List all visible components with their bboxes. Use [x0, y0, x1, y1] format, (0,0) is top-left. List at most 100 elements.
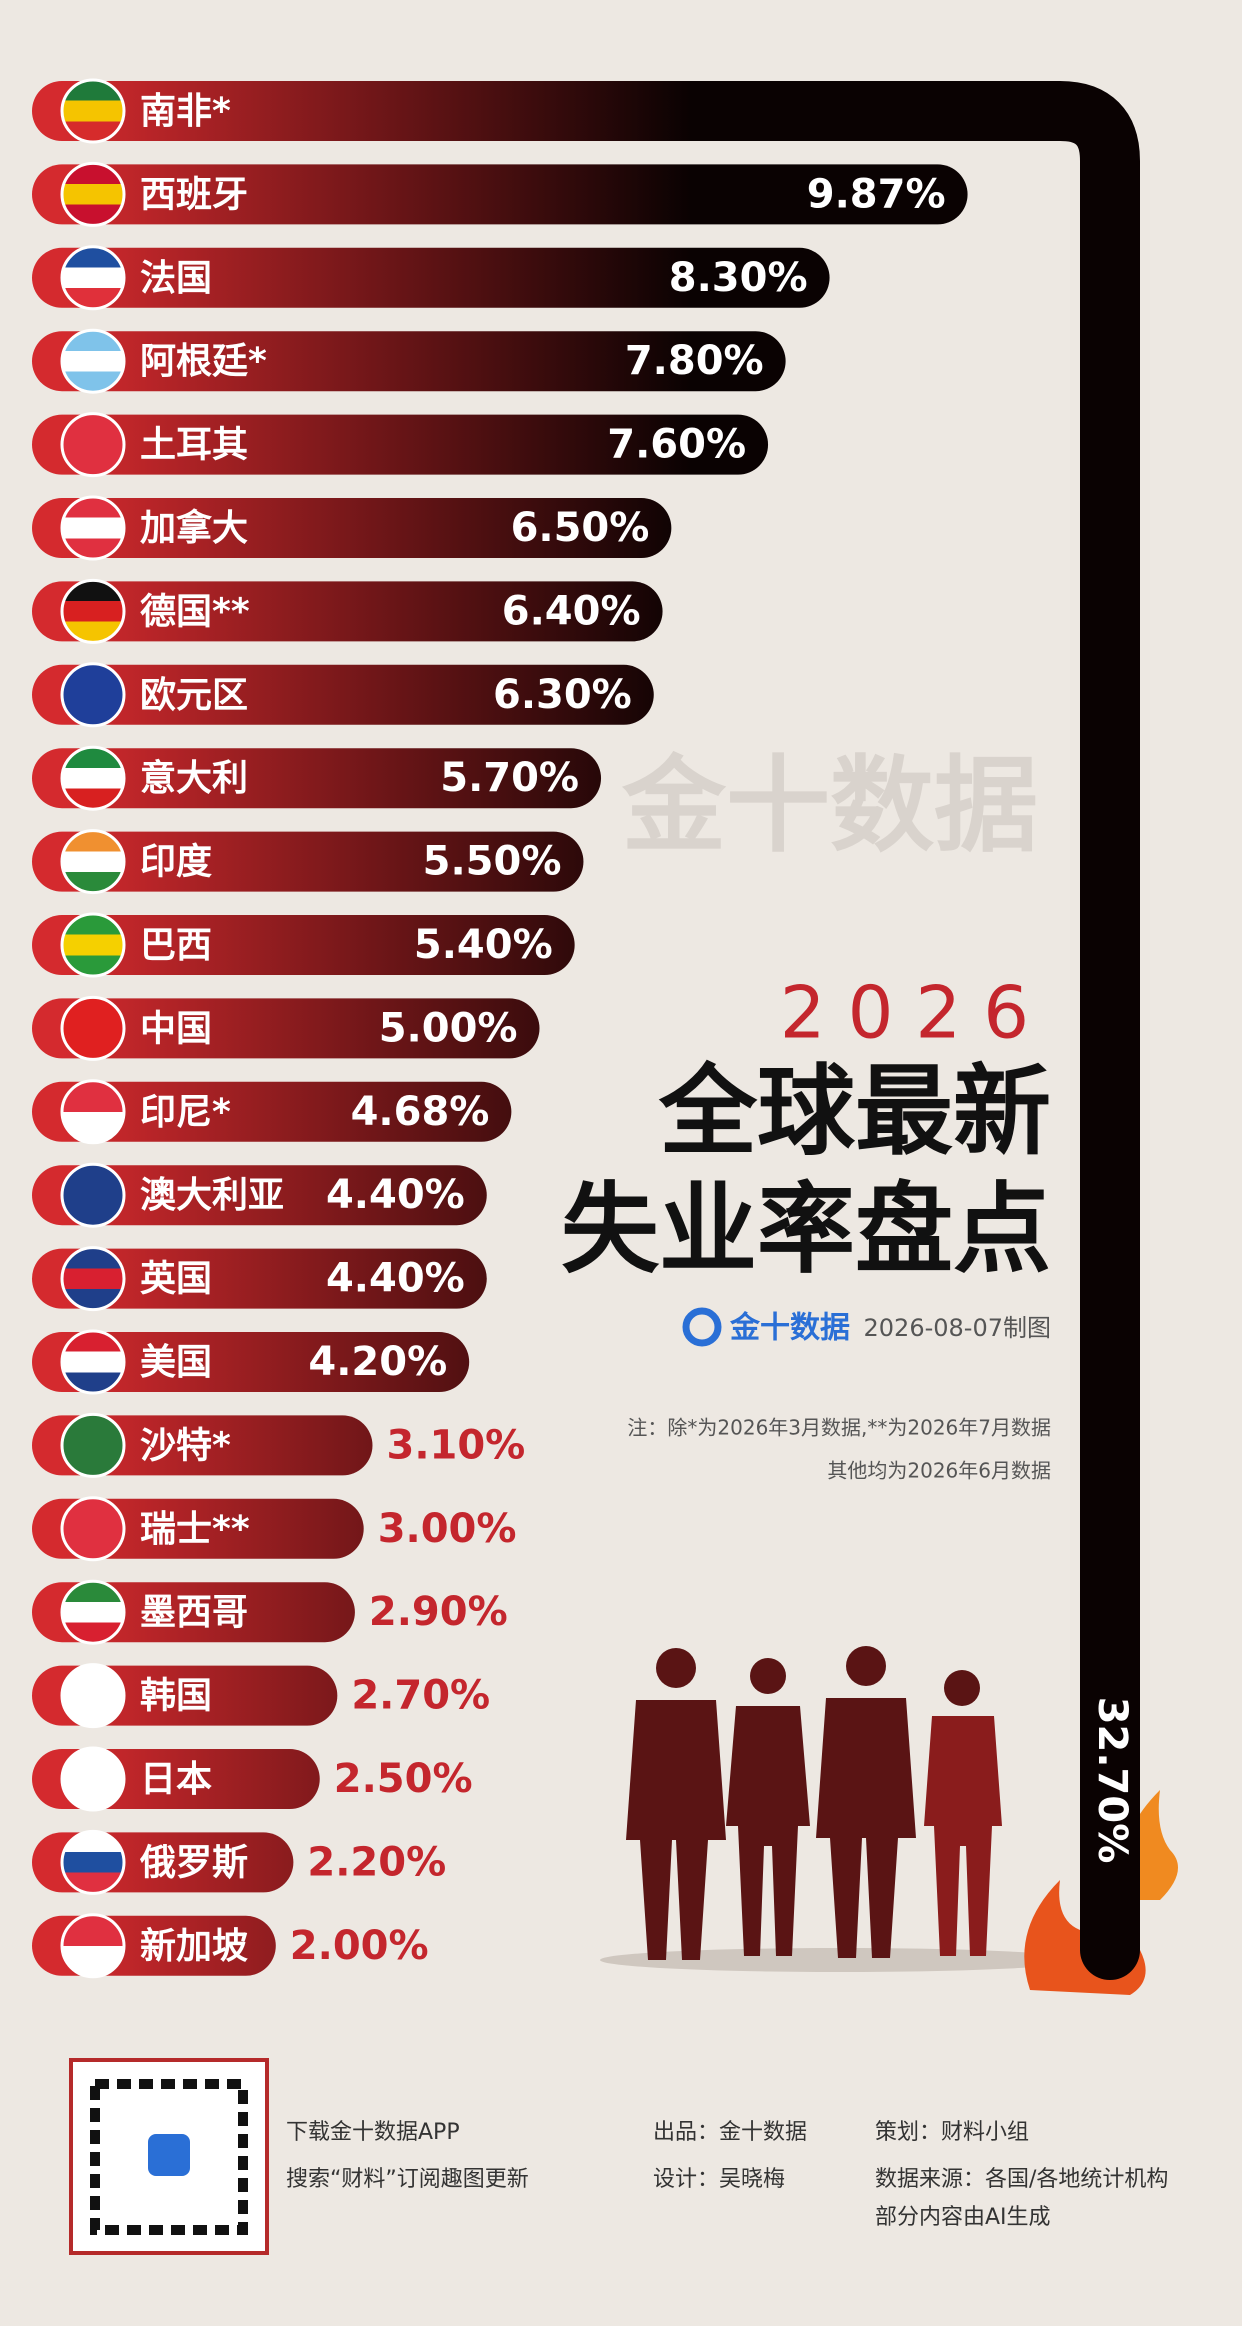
value-label: 6.50%	[511, 505, 650, 551]
flag	[60, 1162, 126, 1228]
bar	[32, 581, 663, 642]
category-label: 中国	[140, 1008, 212, 1049]
value-label: 4.20%	[308, 1339, 447, 1385]
value-label: 2.70%	[351, 1673, 490, 1719]
value-label: 3.10%	[386, 1422, 525, 1468]
bar	[32, 1165, 487, 1226]
note: 注：除*为2026年3月数据,**为2026年7月数据	[627, 1416, 1051, 1440]
value-label: 3.00%	[378, 1506, 517, 1552]
date-note: 2026-08-07制图	[864, 1314, 1051, 1342]
category-label: 印度	[140, 842, 212, 883]
category-label: 巴西	[140, 925, 212, 966]
title-line: 全球最新	[658, 1055, 1051, 1169]
category-label: 英国	[140, 1259, 212, 1300]
footer-text: 部分内容由AI生成	[875, 2205, 1051, 2230]
category-label: 新加坡	[140, 1926, 248, 1967]
flag	[60, 1913, 126, 1979]
value-label: 2.00%	[290, 1923, 429, 1969]
flag	[60, 995, 126, 1061]
flag	[60, 1329, 126, 1395]
bar	[32, 247, 830, 308]
people-illustration	[600, 1646, 1080, 1972]
flag	[60, 328, 126, 394]
value-label: 7.80%	[625, 338, 764, 384]
category-label: 印尼*	[140, 1092, 231, 1133]
flag	[60, 78, 126, 144]
footer-text: 搜索“财料”订阅趣图更新	[286, 2167, 529, 2192]
flag	[60, 745, 126, 811]
bar	[32, 998, 540, 1059]
kicker: 2026	[780, 971, 1051, 1055]
flag	[60, 1579, 126, 1645]
category-label: 法国	[140, 258, 212, 299]
bar	[32, 664, 654, 725]
flag	[60, 662, 126, 728]
brand: 金十数据	[729, 1311, 850, 1346]
value-label: 32.70%	[1089, 1697, 1135, 1864]
flag	[60, 161, 126, 227]
category-label: 土耳其	[140, 425, 248, 466]
value-label: 4.68%	[351, 1089, 490, 1135]
bar	[32, 81, 1140, 1980]
title-line: 失业率盘点	[561, 1173, 1051, 1287]
value-label: 2.90%	[369, 1589, 508, 1635]
bar	[32, 915, 575, 975]
category-label: 意大利	[140, 758, 248, 799]
category-label: 西班牙	[140, 174, 248, 215]
note: 其他均为2026年6月数据	[827, 1459, 1051, 1483]
flag	[60, 829, 126, 895]
flag	[60, 495, 126, 561]
bars: 32.70% 南非* 9.87% 西班牙 8.30% 法国 7.80% 阿根廷* 7.60% 土耳…	[32, 78, 1140, 1980]
category-label: 加拿大	[140, 507, 248, 549]
flag	[60, 1663, 126, 1729]
value-label: 2.20%	[307, 1839, 446, 1885]
bar	[32, 1081, 512, 1142]
category-label: 俄罗斯	[139, 1842, 248, 1883]
flag	[60, 912, 126, 978]
flag	[60, 578, 126, 644]
brand-logo	[682, 1307, 722, 1347]
footer-text: 下载金十数据APP	[286, 2120, 460, 2145]
flag	[60, 245, 126, 311]
bar	[32, 164, 968, 225]
category-label: 日本	[140, 1759, 212, 1800]
bar	[32, 1332, 470, 1392]
value-label: 7.60%	[607, 422, 746, 468]
category-label: 南非*	[140, 91, 231, 132]
flag	[60, 1829, 126, 1895]
category-label: 美国	[140, 1342, 212, 1383]
bar	[32, 748, 602, 809]
flag	[60, 1246, 126, 1312]
bar	[32, 331, 786, 392]
category-label: 瑞士**	[140, 1509, 250, 1550]
flag	[60, 1079, 126, 1145]
value-label: 5.00%	[379, 1005, 518, 1051]
category-label: 德国**	[140, 591, 250, 632]
value-label: 5.70%	[440, 755, 579, 801]
value-label: 5.40%	[414, 922, 553, 968]
flag	[60, 1412, 126, 1478]
value-label: 2.50%	[334, 1756, 473, 1802]
bar	[32, 831, 584, 892]
bar	[32, 414, 769, 475]
category-label: 澳大利亚	[140, 1175, 284, 1216]
qr-logo	[148, 2134, 190, 2176]
footer-text: 设计：吴晓梅	[653, 2167, 785, 2192]
category-label: 欧元区	[140, 675, 248, 716]
qr-pattern	[90, 2079, 248, 2235]
value-label: 9.87%	[807, 171, 946, 217]
flag	[60, 1746, 126, 1812]
footer-text: 数据来源：各国/各地统计机构	[875, 2167, 1168, 2192]
watermark: 金十数据	[621, 744, 1038, 866]
category-label: 沙特*	[140, 1425, 231, 1466]
value-label: 6.30%	[493, 672, 632, 718]
value-label: 6.40%	[502, 588, 641, 634]
bar	[32, 498, 672, 558]
category-label: 墨西哥	[140, 1592, 248, 1633]
flag	[60, 1496, 126, 1562]
category-label: 阿根廷*	[140, 341, 267, 382]
footer-text: 策划：财料小组	[875, 2120, 1029, 2145]
category-label: 韩国	[140, 1676, 212, 1717]
